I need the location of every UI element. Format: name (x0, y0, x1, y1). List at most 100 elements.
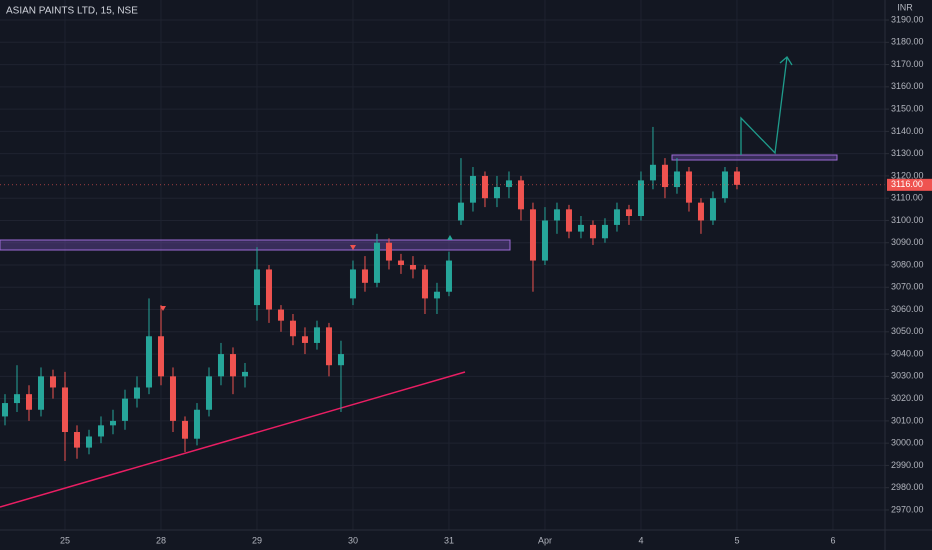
candle-body (457, 202, 464, 221)
y-tick-label: 2990.00 (891, 460, 924, 470)
candle-body (685, 171, 692, 203)
candle-body (589, 224, 596, 239)
signal-marker (447, 235, 453, 240)
resistance-zone (671, 154, 838, 161)
candle-body (193, 409, 200, 439)
x-tick-label: 28 (156, 535, 166, 545)
candle-body (697, 202, 704, 221)
candle-body (565, 209, 572, 232)
y-tick-label: 3130.00 (891, 148, 924, 158)
y-tick-label: 2980.00 (891, 482, 924, 492)
candle-body (241, 371, 248, 377)
currency-label: INR (897, 2, 913, 12)
candle-body (541, 220, 548, 261)
candle-body (481, 175, 488, 199)
candle-body (373, 242, 380, 283)
y-tick-label: 3160.00 (891, 81, 924, 91)
candle-body (529, 209, 536, 261)
candle-body (253, 269, 260, 306)
candle-body (301, 336, 308, 343)
candle-body (205, 376, 212, 410)
projection-arrow (740, 56, 788, 155)
candle-body (433, 291, 440, 299)
y-tick-label: 3000.00 (891, 438, 924, 448)
y-tick-label: 3170.00 (891, 59, 924, 69)
candle-body (469, 175, 476, 203)
candle-body (349, 269, 356, 299)
candle-body (421, 269, 428, 299)
resistance-zone (0, 239, 511, 251)
candle-body (709, 198, 716, 221)
candle-body (121, 398, 128, 421)
candle-body (673, 171, 680, 188)
candle-body (277, 309, 284, 321)
grid (0, 0, 885, 530)
candle-body (577, 224, 584, 232)
candle-body (601, 224, 608, 239)
x-tick-label: 6 (830, 535, 835, 545)
arrow-head (779, 56, 793, 66)
chart-title: ASIAN PAINTS LTD, 15, NSE (6, 6, 138, 17)
last-price-label: 3116.00 (891, 179, 923, 189)
candle-body (553, 209, 560, 221)
y-tick-label: 3050.00 (891, 326, 924, 336)
candle-body (217, 354, 224, 377)
drawings (0, 56, 838, 508)
y-tick-label: 3190.00 (891, 14, 924, 24)
candle-body (505, 180, 512, 188)
x-tick-label: 31 (444, 535, 454, 545)
candle-body (637, 180, 644, 217)
y-tick-label: 3040.00 (891, 348, 924, 358)
x-tick-label: Apr (538, 535, 552, 545)
candle-body (181, 420, 188, 439)
signal-marker (160, 306, 166, 311)
x-tick-label: 5 (734, 535, 739, 545)
y-tick-label: 3150.00 (891, 103, 924, 113)
y-tick-label: 3180.00 (891, 37, 924, 47)
candle-body (313, 327, 320, 343)
candle-body (25, 394, 32, 410)
candle-body (517, 180, 524, 210)
candle-body (649, 164, 656, 181)
candle-body (13, 394, 20, 404)
candle-body (385, 242, 392, 261)
y-tick-label: 3140.00 (891, 126, 924, 136)
y-tick-label: 3030.00 (891, 371, 924, 381)
candle-body (289, 320, 296, 337)
y-tick-label: 3010.00 (891, 415, 924, 425)
candle-body (445, 260, 452, 292)
candle-body (409, 265, 416, 270)
signal-marker (350, 245, 356, 250)
y-tick-label: 3020.00 (891, 393, 924, 403)
candles (0, 126, 885, 461)
trend-line (0, 371, 466, 508)
candle-body (661, 164, 668, 188)
candle-body (613, 209, 620, 225)
candle-body (157, 336, 164, 377)
last-price-box (887, 178, 932, 191)
candle-body (493, 187, 500, 199)
y-tick-label: 3080.00 (891, 259, 924, 269)
candle-body (325, 327, 332, 366)
y-tick-label: 3090.00 (891, 237, 924, 247)
x-tick-label: 4 (638, 535, 643, 545)
candle-body (145, 336, 152, 388)
candle-body (97, 425, 104, 437)
y-tick-label: 3120.00 (891, 170, 924, 180)
candle-body (73, 432, 80, 448)
x-tick-label: 25 (60, 535, 70, 545)
y-tick-label: 3110.00 (891, 193, 923, 203)
candle-body (733, 171, 740, 185)
candle-body (361, 269, 368, 283)
candle-body (397, 260, 404, 265)
candle-body (265, 269, 272, 310)
candle-body (37, 376, 44, 410)
y-tick-label: 3100.00 (891, 215, 924, 225)
axis-labels: 2970.00 2980.00 2990.00 3000.00 3010.00 3020.… (60, 14, 932, 545)
candle-body (1, 403, 8, 417)
candle-body (61, 387, 68, 433)
y-tick-label: 3070.00 (891, 282, 924, 292)
